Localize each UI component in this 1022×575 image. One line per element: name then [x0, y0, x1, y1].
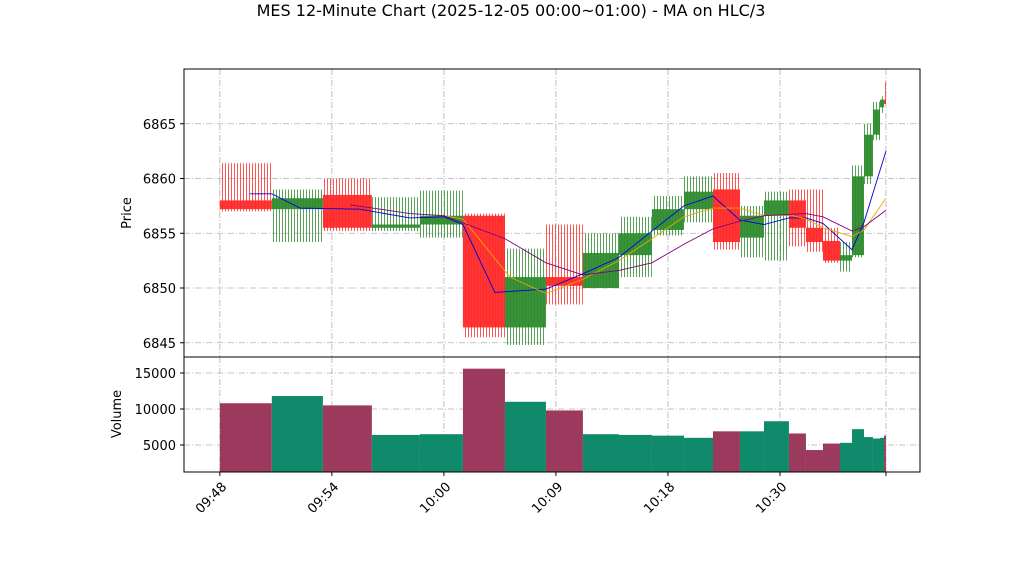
- volume-bar: [651, 435, 684, 472]
- volume-bar: [872, 438, 881, 472]
- chart-title: MES 12-Minute Chart (2025-12-05 00:00~01…: [257, 1, 766, 20]
- candle-body: [805, 227, 823, 243]
- volume-bar: [322, 405, 372, 472]
- volume-bar: [788, 433, 806, 472]
- volume-bar: [805, 450, 823, 472]
- candle-body: [763, 200, 789, 216]
- candle-body: [582, 252, 619, 289]
- x-tick-label: 10:18: [641, 480, 678, 517]
- candle-body: [462, 215, 505, 328]
- volume-bar: [582, 434, 619, 472]
- plot-frame: [183, 356, 921, 473]
- candle-body: [219, 200, 272, 210]
- volume-bar: [419, 434, 463, 472]
- y-tick-label: 5000: [143, 439, 176, 454]
- y-axis-label: Price: [120, 197, 135, 229]
- volume-bar: [271, 396, 323, 472]
- candle-body: [840, 255, 853, 261]
- x-tick-label: 10:00: [417, 480, 454, 517]
- y-tick-label: 6850: [143, 282, 176, 297]
- volume-bar: [822, 443, 841, 472]
- volume-bar: [884, 435, 886, 472]
- candle-body: [872, 109, 881, 135]
- x-tick-label: 09:54: [305, 480, 342, 517]
- candle-body: [712, 189, 740, 243]
- volume-bar: [880, 437, 885, 472]
- candle-body: [880, 99, 885, 108]
- volume-bar: [545, 410, 583, 472]
- candle-body: [683, 191, 713, 210]
- volume-bar: [462, 368, 505, 472]
- candle-body: [322, 194, 372, 228]
- candle-body: [884, 99, 886, 105]
- candle-body: [822, 240, 841, 261]
- candle-wick: [419, 190, 463, 238]
- y-tick-label: 6855: [143, 227, 176, 242]
- y-tick-label: 10000: [135, 403, 176, 418]
- volume-bar: [863, 437, 873, 472]
- ma-line: [443, 197, 887, 294]
- candle-body: [852, 176, 864, 256]
- y-tick-label: 6865: [143, 118, 176, 133]
- volume-bar: [739, 431, 764, 472]
- x-tick-label: 10:30: [753, 480, 790, 517]
- y-tick-label: 6845: [143, 337, 176, 352]
- ma-line: [349, 204, 887, 276]
- volume-bar: [712, 431, 740, 472]
- candle-body: [504, 277, 546, 328]
- candle-body: [371, 224, 420, 228]
- candle-body: [863, 134, 873, 177]
- volume-bar: [852, 429, 864, 472]
- candle-body: [419, 215, 463, 225]
- volume-bar: [618, 434, 652, 472]
- y-tick-label: 15000: [135, 367, 176, 382]
- y-tick-label: 6860: [143, 173, 176, 188]
- candle-body: [271, 198, 323, 210]
- volume-bar: [219, 403, 272, 472]
- volume-bar: [840, 442, 853, 472]
- volume-bar: [763, 421, 789, 472]
- volume-bar: [504, 401, 546, 472]
- ma-line: [249, 150, 887, 293]
- x-tick-label: 10:09: [529, 480, 566, 517]
- y2-axis-label: Volume: [110, 390, 125, 438]
- volume-bar: [683, 437, 713, 472]
- x-tick-label: 09:48: [193, 480, 230, 517]
- volume-bar: [371, 434, 420, 472]
- candle-body: [739, 215, 764, 238]
- candle-wick: [884, 82, 886, 105]
